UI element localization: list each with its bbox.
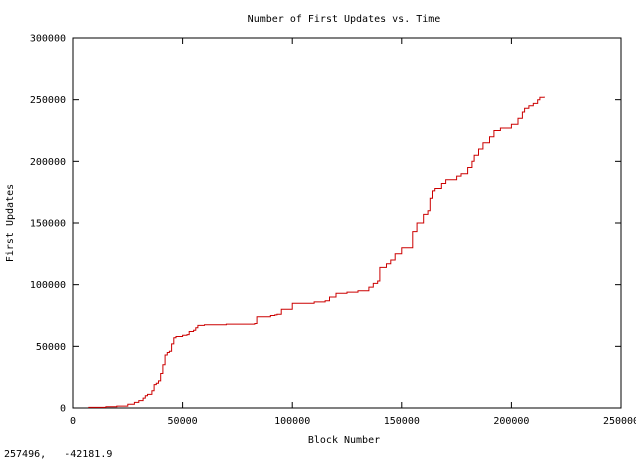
y-tick-label: 250000 [30,95,66,106]
plot-frame [72,37,622,409]
x-tick-label: 200000 [493,416,529,427]
y-tick-label: 0 [60,404,66,415]
y-tick-label: 300000 [30,34,66,45]
x-axis: 0 50000 100000 150000 200000 250000 [70,38,636,427]
series-layer [88,96,545,408]
y-tick-label: 150000 [30,219,66,230]
y-axis: 0 50000 100000 150000 200000 250000 300000 [30,34,621,415]
x-tick-label: 150000 [384,416,420,427]
x-tick-label: 0 [70,416,76,427]
y-tick-label: 200000 [30,157,66,168]
y-tick-label: 50000 [36,342,66,353]
x-tick-label: 100000 [274,416,310,427]
series-line-0 [88,96,545,408]
cursor-coordinate-readout: 257496, -42181.9 [4,449,113,460]
x-tick-label: 50000 [168,416,198,427]
y-axis-label: First Updates [5,184,16,262]
y-tick-label: 100000 [30,280,66,291]
x-tick-label: 250000 [603,416,636,427]
x-axis-label: Block Number [308,435,380,446]
chart-title: Number of First Updates vs. Time [248,14,441,25]
